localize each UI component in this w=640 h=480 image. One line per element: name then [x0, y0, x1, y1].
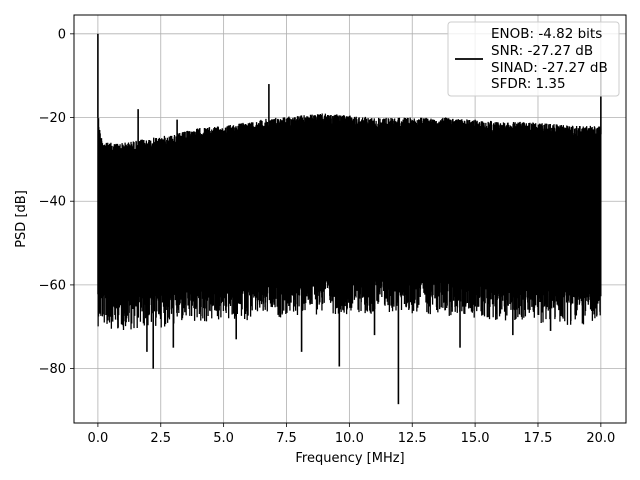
y-axis-label: PSD [dB]: [14, 190, 29, 248]
y-tick-label: −40: [39, 195, 66, 210]
plot-area-frame: [73, 14, 627, 424]
x-tick-label: 10.0: [335, 431, 364, 446]
psd-trace: [97, 33, 602, 405]
legend-box: [447, 21, 620, 97]
y-tick-label: −80: [39, 362, 66, 377]
legend-entry-snr: SNR: -27.27 dB: [491, 43, 593, 59]
y-tick-label: −20: [39, 111, 66, 126]
legend-entry-enob: ENOB: -4.82 bits: [491, 26, 602, 42]
x-axis-label: Frequency [MHz]: [295, 451, 404, 466]
x-tick-label: 0.0: [88, 431, 109, 446]
y-axis-ticks: 0 −20 −40 −60 −80: [39, 27, 74, 377]
x-tick-label: 15.0: [461, 431, 490, 446]
x-tick-label: 20.0: [586, 431, 615, 446]
x-tick-label: 12.5: [398, 431, 427, 446]
x-tick-label: 17.5: [524, 431, 553, 446]
y-tick-label: −60: [39, 278, 66, 293]
x-axis-ticks: 0.0 2.5 5.0 7.5 10.0 12.5 15.0 17.5 20.0: [88, 423, 615, 446]
legend-entry-sfdr: SFDR: 1.35: [491, 76, 566, 92]
psd-noise-band: [97, 113, 602, 330]
legend-entry-sinad: SINAD: -27.27 dB: [491, 60, 608, 76]
y-tick-label: 0: [58, 27, 66, 42]
x-tick-label: 5.0: [213, 431, 234, 446]
legend: ENOB: -4.82 bits SNR: -27.27 dB SINAD: -…: [447, 21, 620, 97]
x-tick-label: 2.5: [150, 431, 171, 446]
x-tick-label: 7.5: [276, 431, 297, 446]
